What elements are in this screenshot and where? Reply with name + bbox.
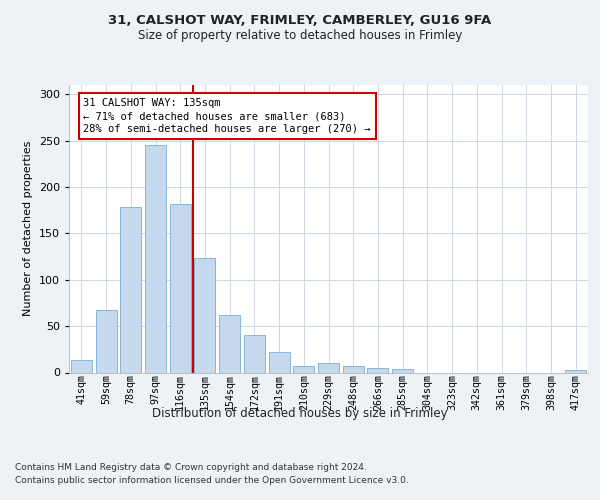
- Text: Contains HM Land Registry data © Crown copyright and database right 2024.: Contains HM Land Registry data © Crown c…: [15, 462, 367, 471]
- Bar: [318, 363, 339, 372]
- Bar: [145, 146, 166, 372]
- Y-axis label: Number of detached properties: Number of detached properties: [23, 141, 33, 316]
- Bar: [170, 204, 191, 372]
- Bar: [219, 315, 240, 372]
- Bar: [293, 366, 314, 372]
- Text: Size of property relative to detached houses in Frimley: Size of property relative to detached ho…: [138, 28, 462, 42]
- Bar: [392, 369, 413, 372]
- Text: 31 CALSHOT WAY: 135sqm
← 71% of detached houses are smaller (683)
28% of semi-de: 31 CALSHOT WAY: 135sqm ← 71% of detached…: [83, 98, 371, 134]
- Bar: [120, 208, 141, 372]
- Bar: [194, 258, 215, 372]
- Text: Contains public sector information licensed under the Open Government Licence v3: Contains public sector information licen…: [15, 476, 409, 485]
- Bar: [565, 370, 586, 372]
- Bar: [71, 360, 92, 372]
- Text: 31, CALSHOT WAY, FRIMLEY, CAMBERLEY, GU16 9FA: 31, CALSHOT WAY, FRIMLEY, CAMBERLEY, GU1…: [109, 14, 491, 27]
- Text: Distribution of detached houses by size in Frimley: Distribution of detached houses by size …: [152, 408, 448, 420]
- Bar: [244, 336, 265, 372]
- Bar: [269, 352, 290, 372]
- Bar: [343, 366, 364, 372]
- Bar: [95, 310, 116, 372]
- Bar: [367, 368, 388, 372]
